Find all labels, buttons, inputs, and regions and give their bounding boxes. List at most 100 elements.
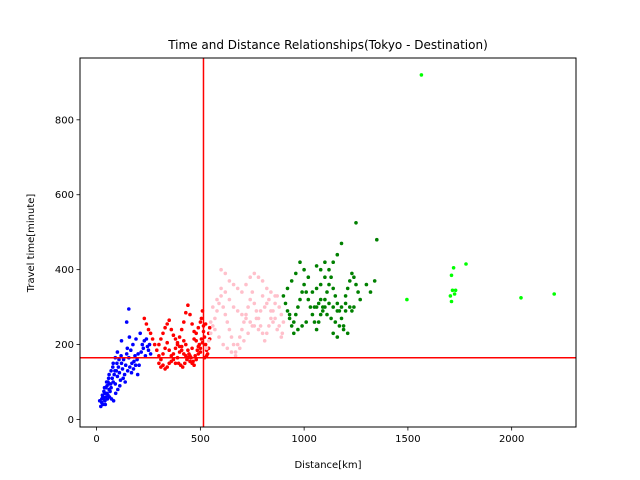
data-point: [339, 241, 344, 246]
data-point: [335, 335, 340, 339]
data-point: [323, 305, 327, 309]
data-point: [337, 324, 342, 328]
y-tick-label: 400: [55, 265, 74, 276]
data-point: [163, 325, 167, 330]
data-point: [159, 357, 163, 362]
data-point: [225, 346, 230, 351]
data-point: [103, 402, 108, 407]
data-point: [121, 376, 125, 381]
data-point: [246, 331, 250, 336]
data-point: [354, 221, 358, 225]
data-point: [325, 312, 329, 317]
data-point: [146, 348, 151, 353]
data-point: [453, 288, 458, 293]
data-point: [195, 348, 200, 353]
data-point: [267, 324, 271, 328]
data-point: [238, 335, 242, 339]
data-point: [238, 346, 242, 351]
plot-area: [97, 73, 556, 409]
data-point: [124, 352, 129, 356]
x-tick-label: 1500: [395, 434, 420, 445]
data-point: [223, 312, 228, 317]
data-point: [115, 374, 120, 379]
data-point: [208, 331, 213, 336]
data-point: [150, 337, 155, 341]
data-point: [184, 310, 188, 315]
data-point: [167, 348, 171, 353]
data-point: [345, 331, 350, 336]
data-point: [217, 335, 221, 339]
data-point: [217, 301, 221, 306]
data-point: [225, 320, 230, 324]
data-point: [318, 282, 323, 287]
data-point: [111, 361, 115, 366]
data-point: [199, 316, 204, 321]
data-point: [235, 309, 240, 313]
data-point: [206, 339, 211, 343]
data-point: [221, 305, 225, 309]
data-point: [252, 301, 257, 306]
data-point: [310, 290, 315, 294]
data-point: [341, 324, 346, 328]
data-point: [277, 305, 282, 309]
data-point: [163, 346, 167, 351]
data-point: [327, 267, 331, 272]
data-point: [129, 348, 133, 353]
data-point: [131, 342, 135, 347]
data-point: [248, 297, 252, 302]
data-point: [113, 391, 118, 396]
data-point: [246, 305, 250, 309]
data-point: [405, 297, 409, 302]
data-point: [298, 297, 302, 302]
data-point: [146, 327, 151, 332]
data-point: [196, 352, 201, 356]
data-point: [323, 275, 327, 280]
data-point: [300, 290, 304, 294]
data-point: [316, 320, 321, 324]
data-point: [265, 286, 269, 291]
data-point: [133, 354, 137, 358]
data-point: [219, 294, 223, 298]
data-point: [333, 320, 338, 324]
reference-lines: [80, 58, 576, 427]
data-point: [304, 290, 309, 294]
data-point: [348, 279, 352, 283]
data-point: [165, 340, 169, 345]
data-point: [135, 357, 139, 362]
data-point: [358, 297, 363, 302]
data-point: [306, 275, 311, 280]
data-point: [219, 286, 223, 291]
x-axis-label: Distance[km]: [294, 460, 361, 471]
data-point: [318, 267, 323, 272]
data-point: [118, 384, 122, 388]
data-point: [314, 327, 319, 332]
y-tick-label: 600: [55, 190, 74, 201]
data-point: [144, 322, 149, 326]
data-point: [240, 290, 244, 294]
data-point: [161, 363, 165, 368]
data-point: [289, 324, 294, 328]
data-point: [123, 363, 128, 368]
data-point: [152, 342, 157, 347]
data-point: [127, 335, 132, 339]
data-point: [302, 282, 306, 287]
data-point: [464, 262, 468, 266]
data-point: [306, 297, 311, 302]
data-point: [118, 378, 123, 383]
data-point: [155, 348, 159, 353]
data-point: [258, 324, 263, 328]
data-point: [318, 297, 323, 302]
data-point: [372, 279, 377, 283]
data-point: [335, 252, 340, 257]
data-point: [186, 303, 190, 308]
data-point: [343, 294, 348, 298]
data-point: [192, 363, 196, 368]
data-point: [161, 352, 165, 356]
data-point: [248, 275, 252, 280]
data-point: [177, 344, 182, 349]
data-point: [519, 296, 523, 300]
data-point: [194, 339, 198, 343]
data-point: [107, 372, 111, 377]
data-point: [300, 324, 304, 328]
data-point: [173, 346, 178, 351]
